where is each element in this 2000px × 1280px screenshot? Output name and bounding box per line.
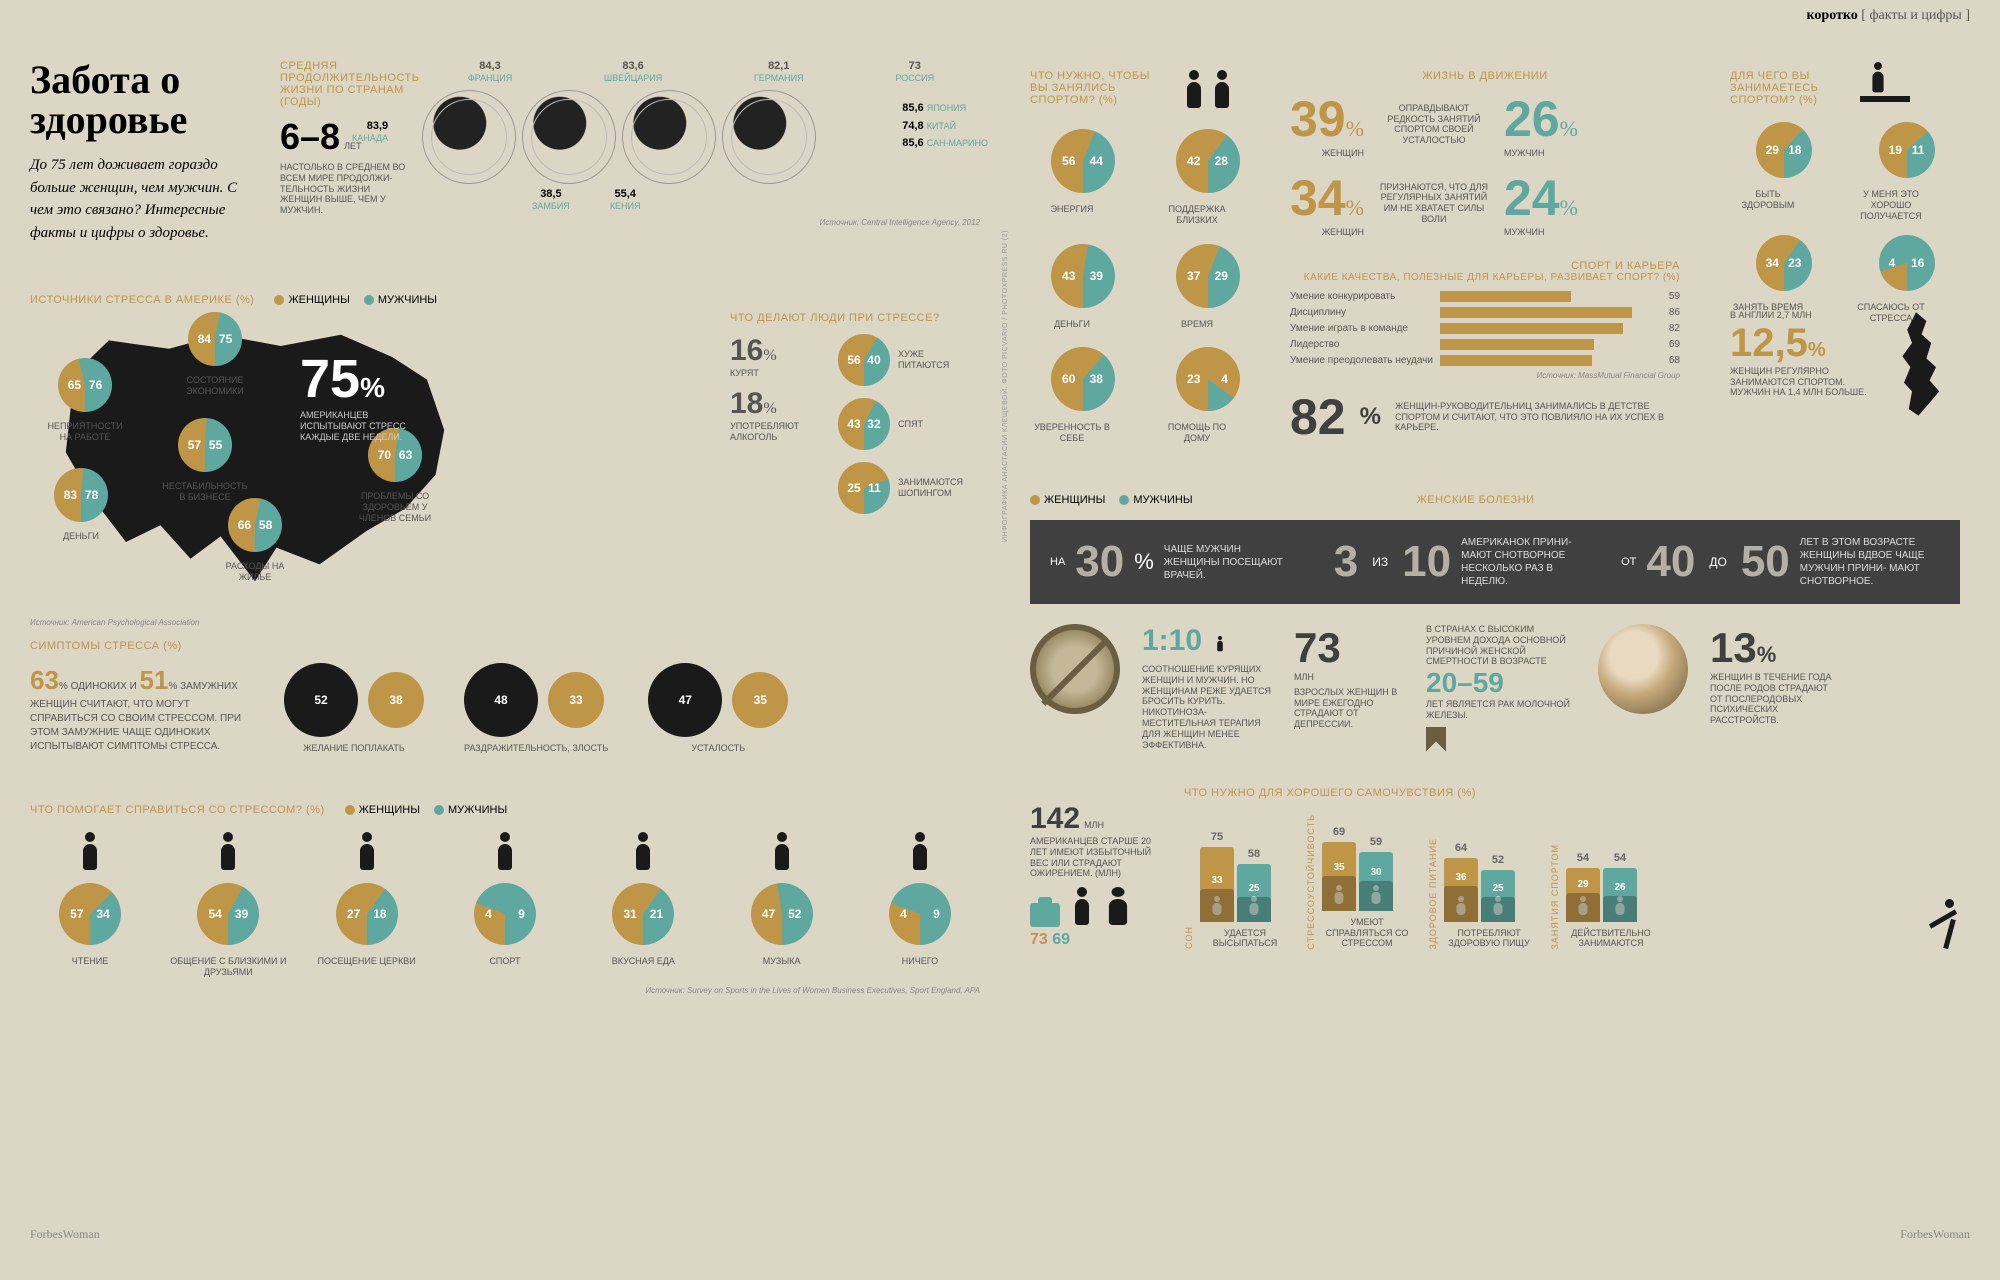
sport-need: ЧТО НУЖНО, ЧТОБЫ ВЫ ЗАНЯЛИСЬ СПОРТОМ? (%… (1030, 70, 1260, 444)
scale-icon (1030, 903, 1060, 927)
page-left: Забота о здоровье До 75 лет доживает гор… (30, 30, 980, 1250)
footer-left: ForbesWoman (30, 1227, 100, 1242)
life-expectancy: СРЕДНЯЯ ПРОДОЛЖИТЕЛЬНОСТЬ ЖИЗНИ ПО СТРАН… (280, 60, 980, 227)
bench-icon (1860, 70, 1910, 108)
person-icon (1068, 887, 1096, 927)
activity-icon (906, 832, 934, 872)
no-smoking-icon (1030, 624, 1120, 714)
stress-us: ИСТОЧНИКИ СТРЕССА В АМЕРИКЕ (%) ЖЕНЩИНЫМ… (30, 290, 980, 627)
life-head: СРЕДНЯЯ ПРОДОЛЖИТЕЛЬНОСТЬ ЖИЗНИ ПО СТРАН… (280, 60, 410, 108)
globe-icon (622, 90, 716, 184)
why-sport: ДЛЯ ЧЕГО ВЫ ЗАНИМАЕТЕСЬ СПОРТОМ? (%) 291… (1730, 70, 1960, 324)
intro-text: До 75 лет доживает гораздо больше женщин… (30, 154, 250, 244)
main-title: Забота о здоровье (30, 60, 260, 140)
photo-credit: ИНФОГРАФИКА АНАСТАСИИ КЛЕЩЕВОЙ. ФОТО PIC… (1002, 230, 1009, 542)
globe-icon (422, 90, 516, 184)
activity-icon (76, 832, 104, 872)
activity-icon (353, 832, 381, 872)
globe-icon (722, 90, 816, 184)
activity-icon (214, 832, 242, 872)
symptoms: СИМПТОМЫ СТРЕССА (%) 63% ОДИНОКИХ И 51% … (30, 640, 980, 754)
cope: ЧТО ПОМОГАЕТ СПРАВИТЬСЯ СО СТРЕССОМ? (%)… (30, 800, 980, 995)
uk-map-icon (1880, 310, 1960, 420)
facts-row: 1:10 СООТНОШЕНИЕ КУРЯЩИХ ЖЕНЩИН И МУЖЧИН… (1030, 624, 1960, 761)
career: СПОРТ И КАРЬЕРА КАКИЕ КАЧЕСТВА, ПОЛЕЗНЫЕ… (1290, 260, 1680, 446)
header-tag: коротко [ факты и цифры ] (1807, 8, 1970, 24)
stress-do: ЧТО ДЕЛАЮТ ЛЮДИ ПРИ СТРЕССЕ? 16% КУРЯТ18… (730, 312, 980, 526)
dark-band: НА30%ЧАЩЕ МУЖЧИН ЖЕНЩИНЫ ПОСЕЩАЮТ ВРАЧЕЙ… (1030, 520, 1960, 604)
person-icon (1180, 70, 1208, 110)
person-icon (1100, 887, 1136, 927)
ribbon-icon (1426, 727, 1446, 761)
globe-icon (522, 90, 616, 184)
uk-block: В АНГЛИИ 2,7 МЛН 12,5% ЖЕНЩИН РЕГУЛЯРНО … (1730, 310, 1960, 420)
stretch-icon (1916, 899, 1960, 949)
activity-icon (768, 832, 796, 872)
diseases: ЖЕНЩИНЫМУЖЧИНЫ ЖЕНСКИЕ БОЛЕЗНИ НА30%ЧАЩЕ… (1030, 490, 1960, 949)
person-icon (1208, 70, 1236, 110)
activity-icon (491, 832, 519, 872)
title-block: Забота о здоровье До 75 лет доживает гор… (30, 60, 260, 244)
mother-photo-icon (1598, 624, 1688, 714)
motion: ЖИЗНЬ В ДВИЖЕНИИ 39%ЖЕНЩИН ОПРАВДЫВАЮТ Р… (1290, 70, 1680, 248)
wellbeing-row: 142 МЛН АМЕРИКАНЦЕВ СТАРШЕ 20 ЛЕТ ИМЕЮТ … (1030, 787, 1960, 949)
page-right: ИНФОГРАФИКА АНАСТАСИИ КЛЕЩЕВОЙ. ФОТО PIC… (1020, 30, 1970, 1250)
footer-right: ForbesWoman (1900, 1227, 1970, 1242)
activity-icon (629, 832, 657, 872)
